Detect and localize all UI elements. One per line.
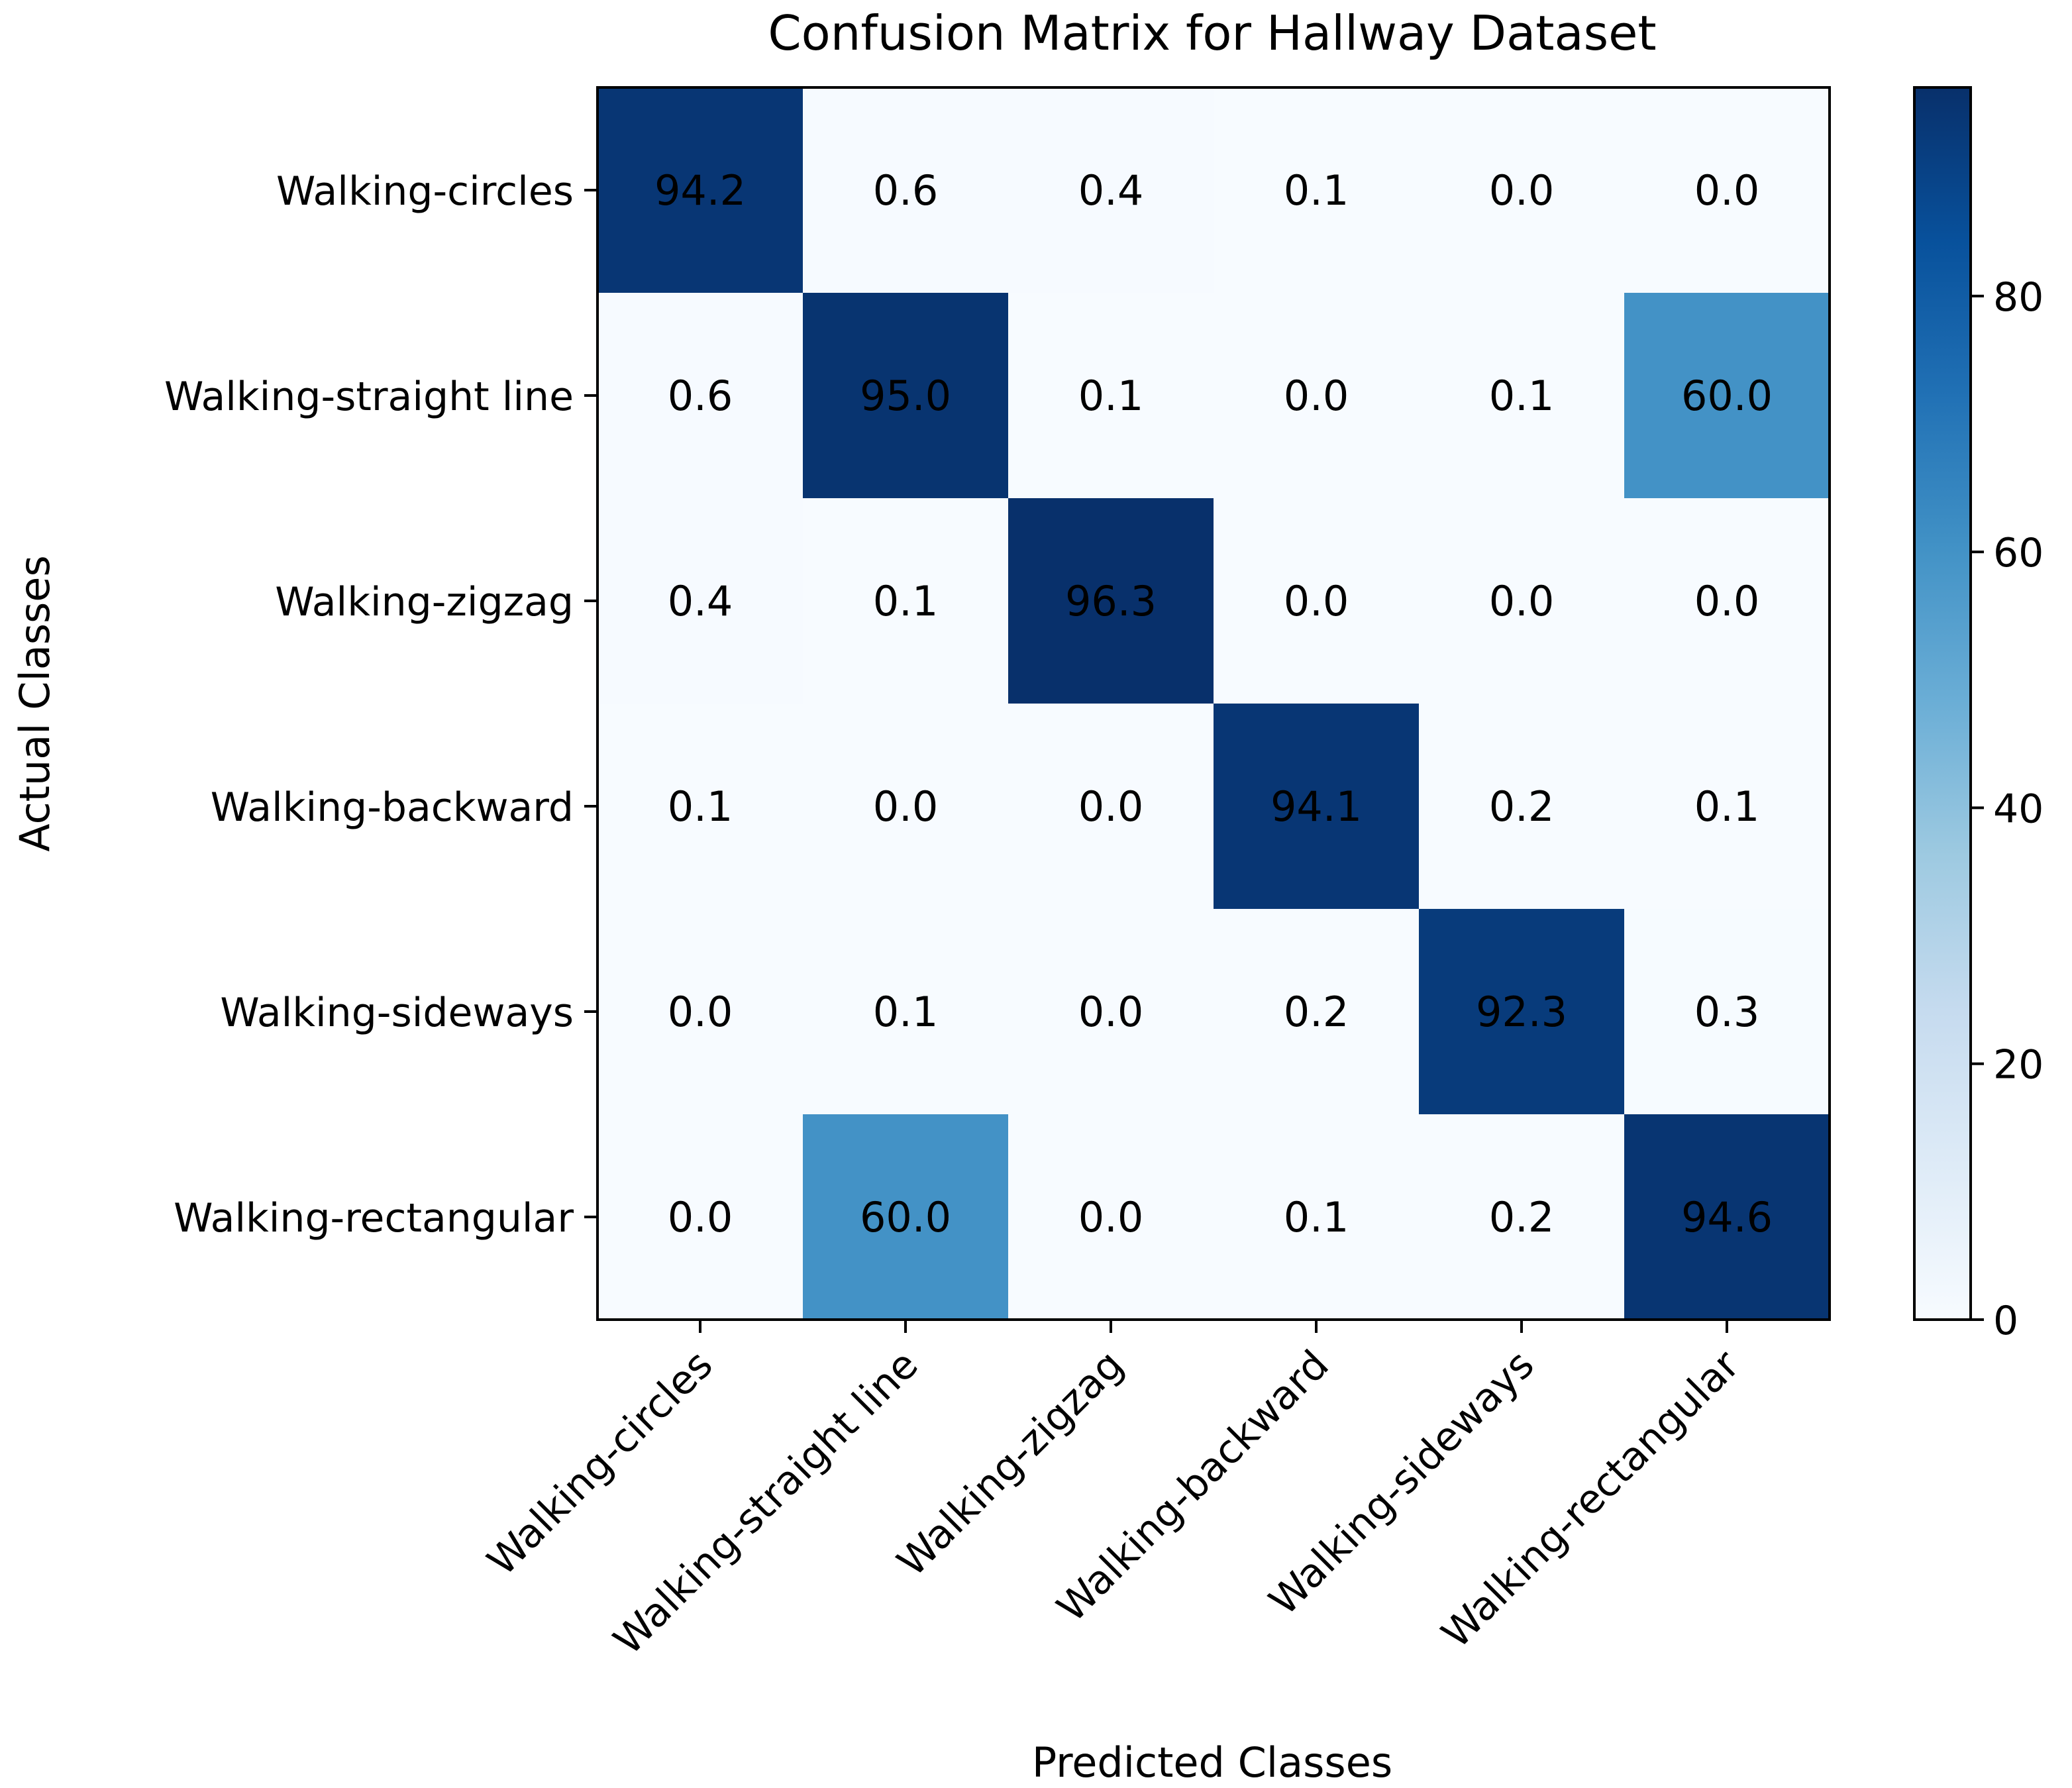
heatmap-cell <box>803 87 1009 293</box>
cell-value-label: 94.1 <box>1270 782 1362 831</box>
cell-value-label: 0.1 <box>1694 782 1760 831</box>
cell-value-label: 0.1 <box>873 988 939 1036</box>
cell-value-label: 0.0 <box>1284 372 1349 420</box>
heatmap-cell <box>803 704 1009 910</box>
heatmap-cell <box>597 87 803 293</box>
cell-value-label: 0.1 <box>1284 1193 1349 1241</box>
heatmap-cell <box>1624 909 1830 1115</box>
heatmap-cell <box>1008 704 1214 910</box>
cell-value-label: 0.0 <box>1078 1193 1144 1241</box>
cell-value-label: 0.4 <box>1078 166 1144 215</box>
colorbar-tick-label: 20 <box>1993 1042 2044 1088</box>
y-axis-ticks: Walking-circles Walking-straight line Walk… <box>164 168 597 1241</box>
cell-value-label: 0.3 <box>1694 988 1760 1036</box>
cell-value-label: 0.6 <box>873 166 939 215</box>
cell-value-label: 0.0 <box>1489 577 1555 625</box>
cell-value-label: 0.6 <box>668 372 733 420</box>
heatmap-cell <box>1419 1114 1625 1320</box>
heatmap-cell <box>1008 1114 1214 1320</box>
y-axis-label: Actual Classes <box>11 555 59 852</box>
cell-value-label: 0.0 <box>668 1193 733 1241</box>
cell-value-label: 0.1 <box>1489 372 1555 420</box>
y-tick-label: Walking-rectangular <box>174 1195 574 1241</box>
heatmap-cell <box>1624 1114 1830 1320</box>
heatmap-cells <box>597 87 1830 1320</box>
heatmap-cell <box>803 498 1009 704</box>
heatmap-cell <box>1008 909 1214 1115</box>
heatmap-cell <box>1419 293 1625 499</box>
x-tick-label: Walking-circles <box>479 1341 722 1585</box>
heatmap-cell <box>597 293 803 499</box>
heatmap-cell <box>1214 87 1420 293</box>
cell-value-label: 0.2 <box>1284 988 1349 1036</box>
heatmap-cell <box>1214 1114 1420 1320</box>
heatmap-cell <box>597 1114 803 1320</box>
cell-value-label: 92.3 <box>1476 988 1567 1036</box>
y-tick-label: Walking-circles <box>276 168 574 215</box>
cell-value-label: 0.0 <box>1489 166 1555 215</box>
chart-title: Confusion Matrix for Hallway Dataset <box>768 5 1656 61</box>
colorbar-tick-label: 40 <box>1993 786 2044 832</box>
cell-value-label: 0.0 <box>1078 988 1144 1036</box>
x-axis-label: Predicted Classes <box>1032 1738 1392 1787</box>
cell-value-label: 0.0 <box>1694 166 1760 215</box>
cell-value-label: 0.0 <box>668 988 733 1036</box>
cell-value-label: 60.0 <box>1681 372 1773 420</box>
cell-value-label: 0.0 <box>1284 577 1349 625</box>
colorbar-ticks: 0 20 40 60 80 <box>1971 274 2044 1344</box>
cell-value-label: 0.1 <box>1284 166 1349 215</box>
heatmap-cell <box>597 909 803 1115</box>
cell-value-label: 0.1 <box>1078 372 1144 420</box>
cell-value-label: 60.0 <box>860 1193 951 1241</box>
cell-value-label: 0.2 <box>1489 1193 1555 1241</box>
colorbar-tick-label: 60 <box>1993 530 2044 576</box>
x-tick-label: Walking-zigzag <box>888 1341 1132 1585</box>
y-tick-label: Walking-zigzag <box>275 579 574 625</box>
cell-value-label: 96.3 <box>1065 577 1157 625</box>
y-tick-label: Walking-backward <box>211 784 574 831</box>
heatmap-cell <box>597 704 803 910</box>
cell-value-label: 0.1 <box>668 782 733 831</box>
cell-value-label: 0.2 <box>1489 782 1555 831</box>
cell-value-label: 0.0 <box>873 782 939 831</box>
y-tick-label: Walking-sideways <box>220 990 574 1036</box>
cell-value-label: 0.4 <box>668 577 733 625</box>
heatmap-cell <box>1008 87 1214 293</box>
heatmap-cell <box>1214 704 1420 910</box>
heatmap-cell <box>1214 909 1420 1115</box>
cell-value-label: 0.1 <box>873 577 939 625</box>
heatmap-cell <box>1624 498 1830 704</box>
heatmap-cell <box>1008 498 1214 704</box>
heatmap-cell <box>1624 704 1830 910</box>
heatmap-cell <box>1419 909 1625 1115</box>
heatmap-cell <box>803 909 1009 1115</box>
heatmap-cell <box>1008 293 1214 499</box>
heatmap-cell <box>1214 293 1420 499</box>
cell-value-label: 94.6 <box>1681 1193 1773 1241</box>
plot-frame <box>596 86 1831 1321</box>
cell-value-label: 0.0 <box>1078 782 1144 831</box>
y-tick-label: Walking-straight line <box>164 374 574 420</box>
heatmap-cell <box>1214 498 1420 704</box>
cell-value-labels: 94.2 0.6 0.4 0.1 0.0 0.0 0.6 95.0 0.1 0.0 0.1 60.0 0… <box>654 166 1773 1241</box>
heatmap-cell <box>1419 87 1625 293</box>
heatmap-cell <box>1419 498 1625 704</box>
heatmap-cell <box>1624 293 1830 499</box>
heatmap-cell <box>1419 704 1625 910</box>
colorbar <box>1913 86 1972 1321</box>
colorbar-tick-label: 80 <box>1993 274 2044 321</box>
colorbar-tick-label: 0 <box>1993 1298 2018 1344</box>
cell-value-label: 0.0 <box>1694 577 1760 625</box>
heatmap-cell <box>1624 87 1830 293</box>
heatmap-cell <box>803 1114 1009 1320</box>
cell-value-label: 95.0 <box>860 372 951 420</box>
heatmap-cell <box>803 293 1009 499</box>
cell-value-label: 94.2 <box>654 166 746 215</box>
heatmap-cell <box>597 498 803 704</box>
